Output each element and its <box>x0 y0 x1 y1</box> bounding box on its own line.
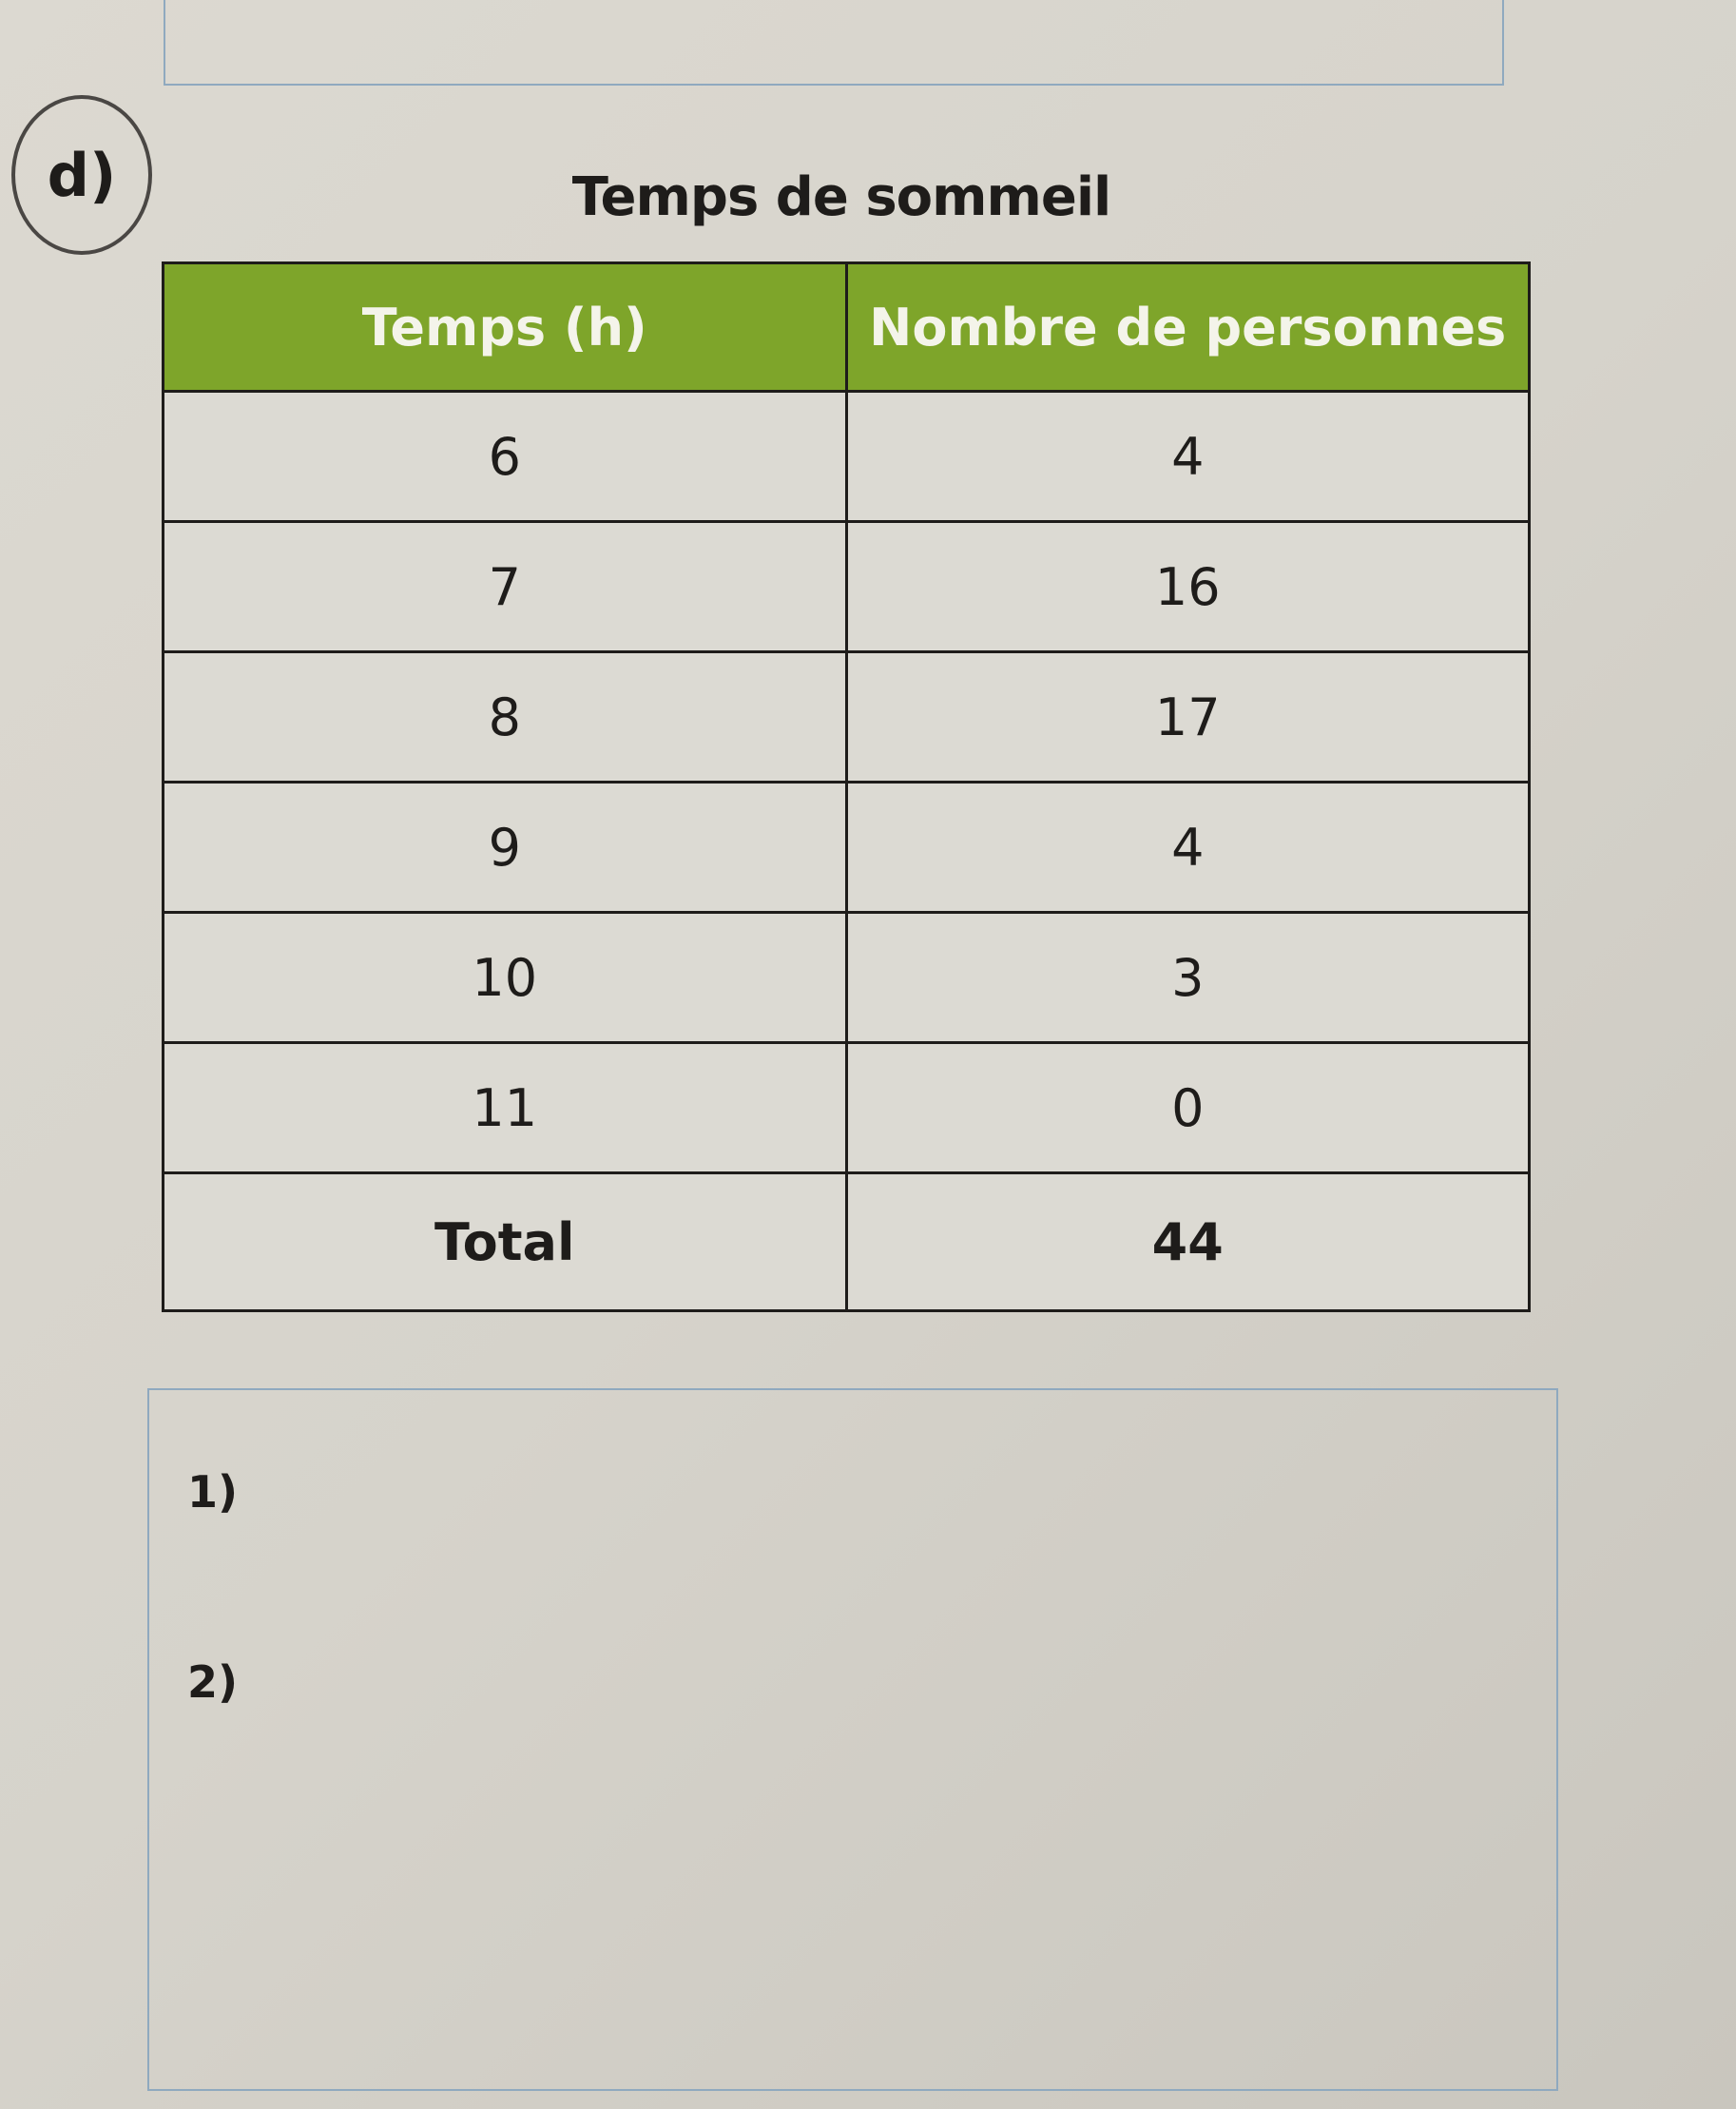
count-cell: 4 <box>844 390 1531 523</box>
count-cell: 0 <box>844 1041 1531 1174</box>
column-header-count: Nombre de personnes <box>844 261 1531 393</box>
count-cell: 16 <box>844 520 1531 653</box>
time-cell: 10 <box>162 911 848 1044</box>
count-cell: 4 <box>844 781 1531 914</box>
time-cell: 9 <box>162 781 848 914</box>
table-row: 11 0 <box>162 1041 1531 1174</box>
time-cell: 8 <box>162 650 848 784</box>
table-row: 10 3 <box>162 911 1531 1044</box>
count-cell: 17 <box>844 650 1531 784</box>
total-label: Total <box>162 1171 848 1312</box>
time-cell: 6 <box>162 390 848 523</box>
question-2-label: 2) <box>187 1656 239 1708</box>
total-row: Total 44 <box>162 1171 1531 1312</box>
table-header-row: Temps (h) Nombre de personnes <box>162 261 1531 393</box>
exercise-label-text: d) <box>47 140 117 210</box>
table-row: 7 16 <box>162 520 1531 653</box>
answer-box[interactable]: 1) 2) <box>147 1388 1558 2091</box>
time-cell: 7 <box>162 520 848 653</box>
question-1-label: 1) <box>187 1466 239 1518</box>
previous-answer-box <box>164 0 1504 86</box>
table-row: 8 17 <box>162 650 1531 784</box>
table-title: Temps de sommeil <box>571 166 1111 228</box>
total-value: 44 <box>844 1171 1531 1312</box>
time-cell: 11 <box>162 1041 848 1174</box>
count-cell: 3 <box>844 911 1531 1044</box>
exercise-label: d) <box>11 95 152 255</box>
column-header-time: Temps (h) <box>162 261 848 393</box>
